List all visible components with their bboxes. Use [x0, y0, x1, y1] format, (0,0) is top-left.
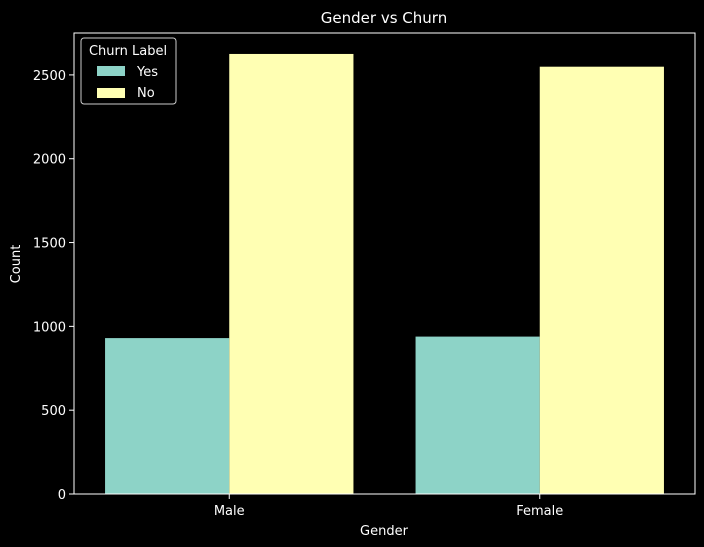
bars-group [105, 53, 664, 495]
x-axis-label: Gender [360, 524, 409, 539]
chart-title: Gender vs Churn [321, 9, 447, 27]
bar-no-female [539, 66, 664, 494]
legend-label-no: No [137, 86, 155, 101]
legend-swatch-yes [97, 66, 125, 76]
bar-yes-male [105, 338, 230, 494]
bar-no-male [229, 53, 354, 495]
plot-frame [73, 32, 696, 495]
y-tick-label: 1000 [33, 320, 66, 335]
y-tick-label: 0 [58, 488, 66, 503]
y-tick-label: 1500 [33, 237, 66, 252]
legend: Churn Label Yes No [80, 37, 177, 105]
x-axis: Male Female [214, 494, 563, 519]
legend-label-yes: Yes [136, 65, 158, 80]
y-axis-label: Count [9, 245, 24, 284]
y-tick-label: 2000 [33, 153, 66, 168]
y-tick-label: 500 [41, 404, 66, 419]
x-tick-label: Female [516, 504, 563, 519]
y-tick-label: 2500 [33, 69, 66, 84]
bar-yes-female [415, 336, 540, 494]
legend-title: Churn Label [89, 44, 167, 59]
x-tick-label: Male [214, 504, 245, 519]
y-axis: 0 500 1000 1500 2000 2500 [33, 69, 74, 503]
legend-frame [80, 37, 177, 105]
legend-swatch-no [97, 88, 125, 98]
